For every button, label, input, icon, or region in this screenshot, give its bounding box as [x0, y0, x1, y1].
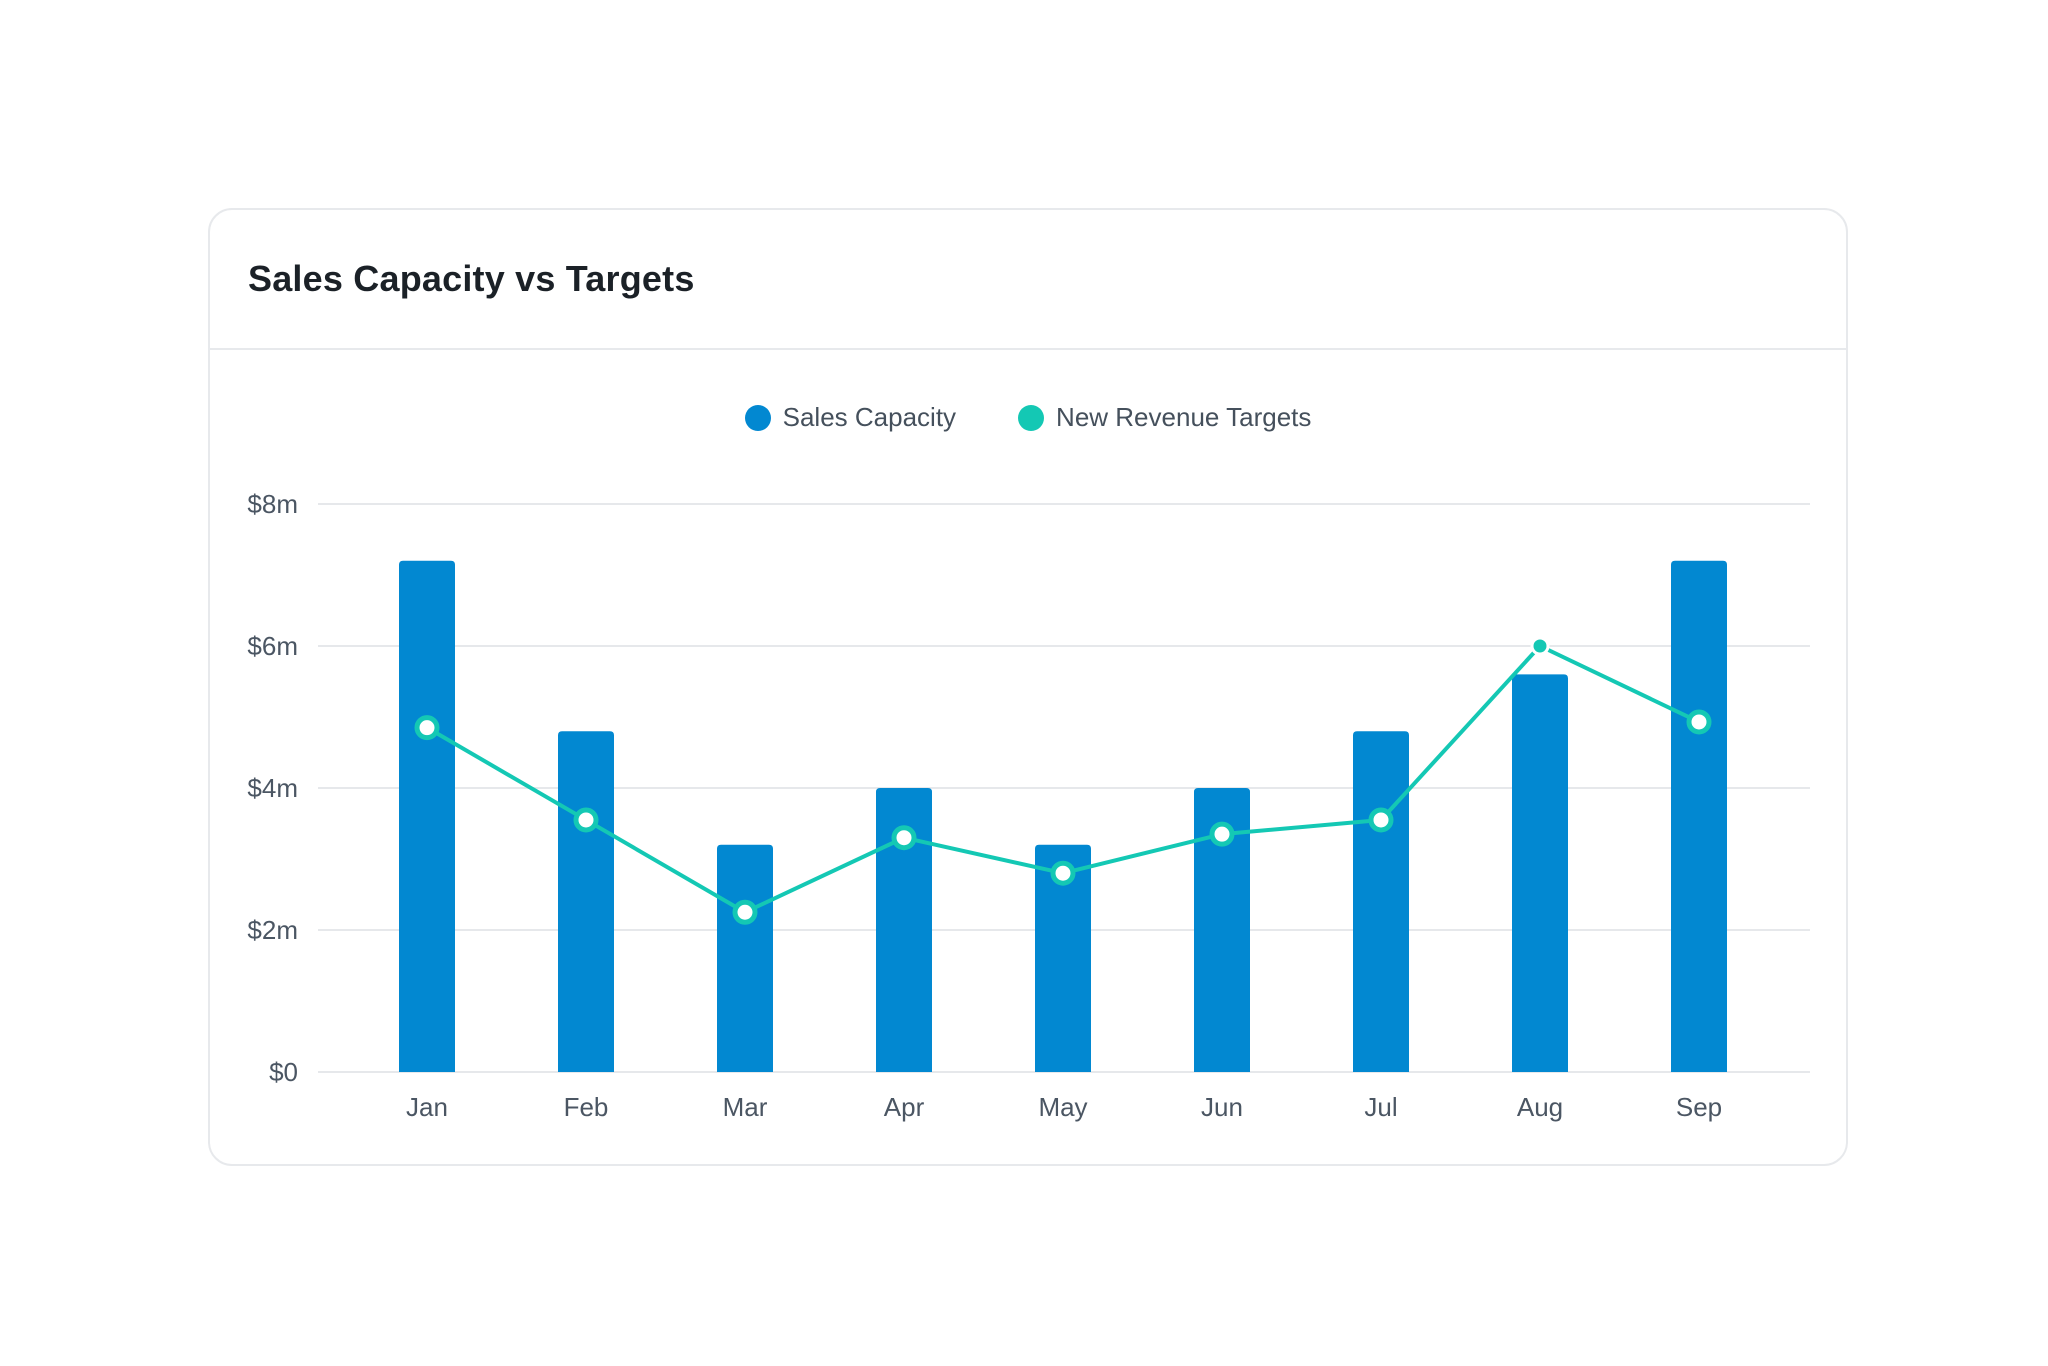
bar-series — [399, 560, 1727, 1072]
line-points — [414, 636, 1712, 925]
legend-swatch-new-revenue-targets — [1018, 404, 1045, 431]
bar — [399, 560, 455, 1072]
bar — [1353, 731, 1409, 1072]
bar — [1194, 788, 1250, 1072]
y-tick-label: $2m — [247, 915, 298, 945]
bar — [558, 731, 614, 1072]
bar — [1671, 560, 1727, 1072]
y-axis-ticks: $0 $2m $4m $6m $8m — [247, 489, 298, 1087]
x-axis-ticks: Jan Feb Mar Apr May Jun Jul Aug Sep — [406, 1092, 1722, 1122]
bar — [1512, 674, 1568, 1072]
bar — [1035, 844, 1091, 1072]
x-tick-label: Jan — [406, 1092, 448, 1122]
legend-item-new-revenue-targets[interactable]: New Revenue Targets — [1018, 402, 1311, 433]
bar — [717, 844, 773, 1072]
line-point — [1686, 709, 1712, 735]
x-tick-label: Sep — [1676, 1092, 1722, 1122]
line-point — [891, 825, 917, 851]
line-point — [732, 899, 758, 925]
legend-swatch-sales-capacity — [744, 404, 771, 431]
x-tick-label: May — [1038, 1092, 1087, 1122]
x-tick-label: Mar — [723, 1092, 768, 1122]
chart-card: Sales Capacity vs Targets Sales Capacity… — [208, 208, 1848, 1166]
legend-item-sales-capacity[interactable]: Sales Capacity — [744, 402, 957, 433]
line-point — [1368, 807, 1394, 833]
line-point — [573, 807, 599, 833]
legend-label-sales-capacity: Sales Capacity — [782, 402, 957, 432]
chart-title: Sales Capacity vs Targets — [248, 258, 695, 299]
x-tick-label: Apr — [884, 1092, 925, 1122]
line-point — [1530, 636, 1550, 656]
bar — [876, 788, 932, 1072]
legend-label-new-revenue-targets: New Revenue Targets — [1056, 402, 1312, 432]
chart-plot: $0 $2m $4m $6m $8m Jan Feb Mar Apr May Jun Jul Aug S… — [247, 489, 1810, 1122]
line-point — [414, 715, 440, 741]
chart-legend: Sales Capacity New Revenue Targets — [210, 402, 1846, 433]
line-point — [1209, 821, 1235, 847]
y-tick-label: $4m — [247, 773, 298, 803]
y-tick-label: $6m — [247, 631, 298, 661]
x-tick-label: Jul — [1364, 1092, 1397, 1122]
x-tick-label: Jun — [1201, 1092, 1243, 1122]
x-tick-label: Aug — [1517, 1092, 1563, 1122]
x-tick-label: Feb — [564, 1092, 609, 1122]
card-header: Sales Capacity vs Targets — [210, 210, 1846, 350]
y-tick-label: $8m — [247, 489, 298, 519]
y-tick-label: $0 — [269, 1057, 298, 1087]
line-point — [1050, 860, 1076, 886]
